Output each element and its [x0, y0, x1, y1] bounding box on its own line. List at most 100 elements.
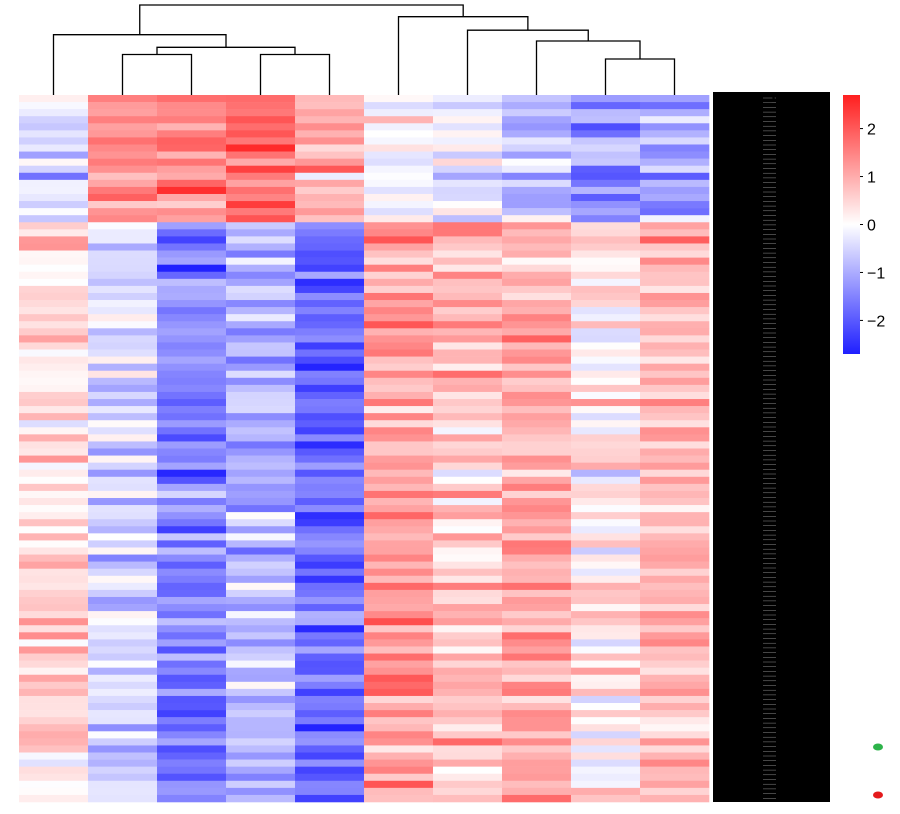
heatmap-cell — [19, 794, 89, 803]
heatmap-cell — [88, 406, 158, 414]
heatmap-cell — [295, 703, 365, 711]
heatmap-cell — [157, 540, 227, 548]
heatmap-cell — [571, 533, 641, 541]
heatmap-cell — [226, 342, 296, 350]
heatmap-cell — [502, 349, 572, 357]
heatmap-cell — [433, 533, 503, 541]
heatmap-cell — [19, 102, 89, 110]
heatmap-cell — [295, 356, 365, 364]
heatmap-cell — [571, 766, 641, 775]
heatmap-cell — [364, 625, 434, 633]
heatmap-cell — [157, 483, 227, 492]
heatmap-cell — [640, 300, 710, 308]
column-dendrogram — [52, 4, 676, 95]
heatmap-cell — [19, 462, 89, 471]
heatmap-cell — [19, 420, 89, 428]
heatmap-cell — [19, 745, 89, 753]
heatmap-cell — [364, 363, 434, 372]
heatmap-cell — [226, 116, 296, 124]
heatmap-cell — [19, 596, 89, 605]
heatmap-cell — [157, 222, 227, 230]
heatmap-cell — [640, 695, 710, 704]
heatmap-cell — [88, 766, 158, 775]
heatmap-cell — [640, 413, 710, 421]
heatmap-cell — [88, 554, 158, 562]
heatmap-cell — [88, 399, 158, 407]
heatmap-cell — [433, 165, 503, 174]
heatmap-cell — [640, 137, 710, 145]
legend-tick-label: 1 — [867, 170, 876, 187]
heatmap-cell — [433, 604, 503, 612]
heatmap-cell — [640, 724, 710, 732]
heatmap-cell — [226, 257, 296, 265]
heatmap-cell — [295, 229, 365, 237]
heatmap-cell — [19, 512, 89, 520]
heatmap-cell — [640, 222, 710, 230]
heatmap-cell — [571, 717, 641, 725]
heatmap-cell — [364, 144, 434, 152]
heatmap-cell — [433, 427, 503, 435]
heatmap-cell — [433, 561, 503, 569]
heatmap-cell — [364, 582, 434, 591]
heatmap-cell — [226, 710, 296, 718]
heatmap-cell — [19, 561, 89, 569]
heatmap-cell — [226, 526, 296, 534]
heatmap-cell — [226, 766, 296, 775]
heatmap-cell — [88, 137, 158, 145]
heatmap-cell — [295, 151, 365, 159]
heatmap-cell — [364, 356, 434, 364]
heatmap-cell — [157, 328, 227, 336]
heatmap-cell — [88, 95, 158, 103]
heatmap-cell — [640, 794, 710, 803]
heatmap-cell — [295, 123, 365, 131]
heatmap-cell — [226, 292, 296, 301]
heatmap-cell — [157, 250, 227, 258]
heatmap-cell — [364, 222, 434, 230]
heatmap-cell — [295, 236, 365, 244]
heatmap-cell — [157, 349, 227, 357]
heatmap-cell — [571, 512, 641, 520]
heatmap-cell — [433, 300, 503, 308]
heatmap-cell — [502, 123, 572, 131]
heatmap-cell — [571, 724, 641, 732]
heatmap-cell — [157, 646, 227, 654]
heatmap-cell — [295, 483, 365, 492]
heatmap-cell — [502, 356, 572, 364]
heatmap-cell — [19, 434, 89, 442]
heatmap-cell — [226, 497, 296, 506]
heatmap-cell — [571, 292, 641, 301]
heatmap-cell — [640, 144, 710, 152]
heatmap-cell — [157, 172, 227, 181]
heatmap-cell — [19, 653, 89, 661]
heatmap-cell — [295, 519, 365, 527]
heatmap-cell — [640, 575, 710, 584]
heatmap-cell — [226, 695, 296, 704]
heatmap-cell — [88, 130, 158, 138]
heatmap-cell — [640, 469, 710, 478]
heatmap-cell — [226, 476, 296, 485]
heatmap-cell — [640, 356, 710, 364]
heatmap-cell — [364, 674, 434, 683]
heatmap-cell — [157, 300, 227, 308]
heatmap-cell — [295, 745, 365, 753]
heatmap-cell — [19, 533, 89, 541]
heatmap-cell — [157, 681, 227, 690]
heatmap-cell — [157, 342, 227, 350]
heatmap-cell — [88, 420, 158, 428]
heatmap-cell — [502, 695, 572, 704]
heatmap-cell — [19, 413, 89, 421]
heatmap-cell — [502, 406, 572, 414]
heatmap-cell — [571, 794, 641, 803]
heatmap-cell — [19, 243, 89, 251]
heatmap-cell — [640, 483, 710, 492]
heatmap-cell — [157, 596, 227, 605]
heatmap-cell — [364, 688, 434, 697]
dendrogram-branch — [397, 16, 529, 95]
heatmap-cell — [295, 391, 365, 400]
heatmap-cell — [226, 589, 296, 598]
heatmap-cell — [502, 512, 572, 520]
heatmap-cell — [640, 377, 710, 386]
heatmap-cell — [19, 455, 89, 463]
heatmap-cell — [571, 653, 641, 661]
heatmap-cell — [88, 547, 158, 555]
